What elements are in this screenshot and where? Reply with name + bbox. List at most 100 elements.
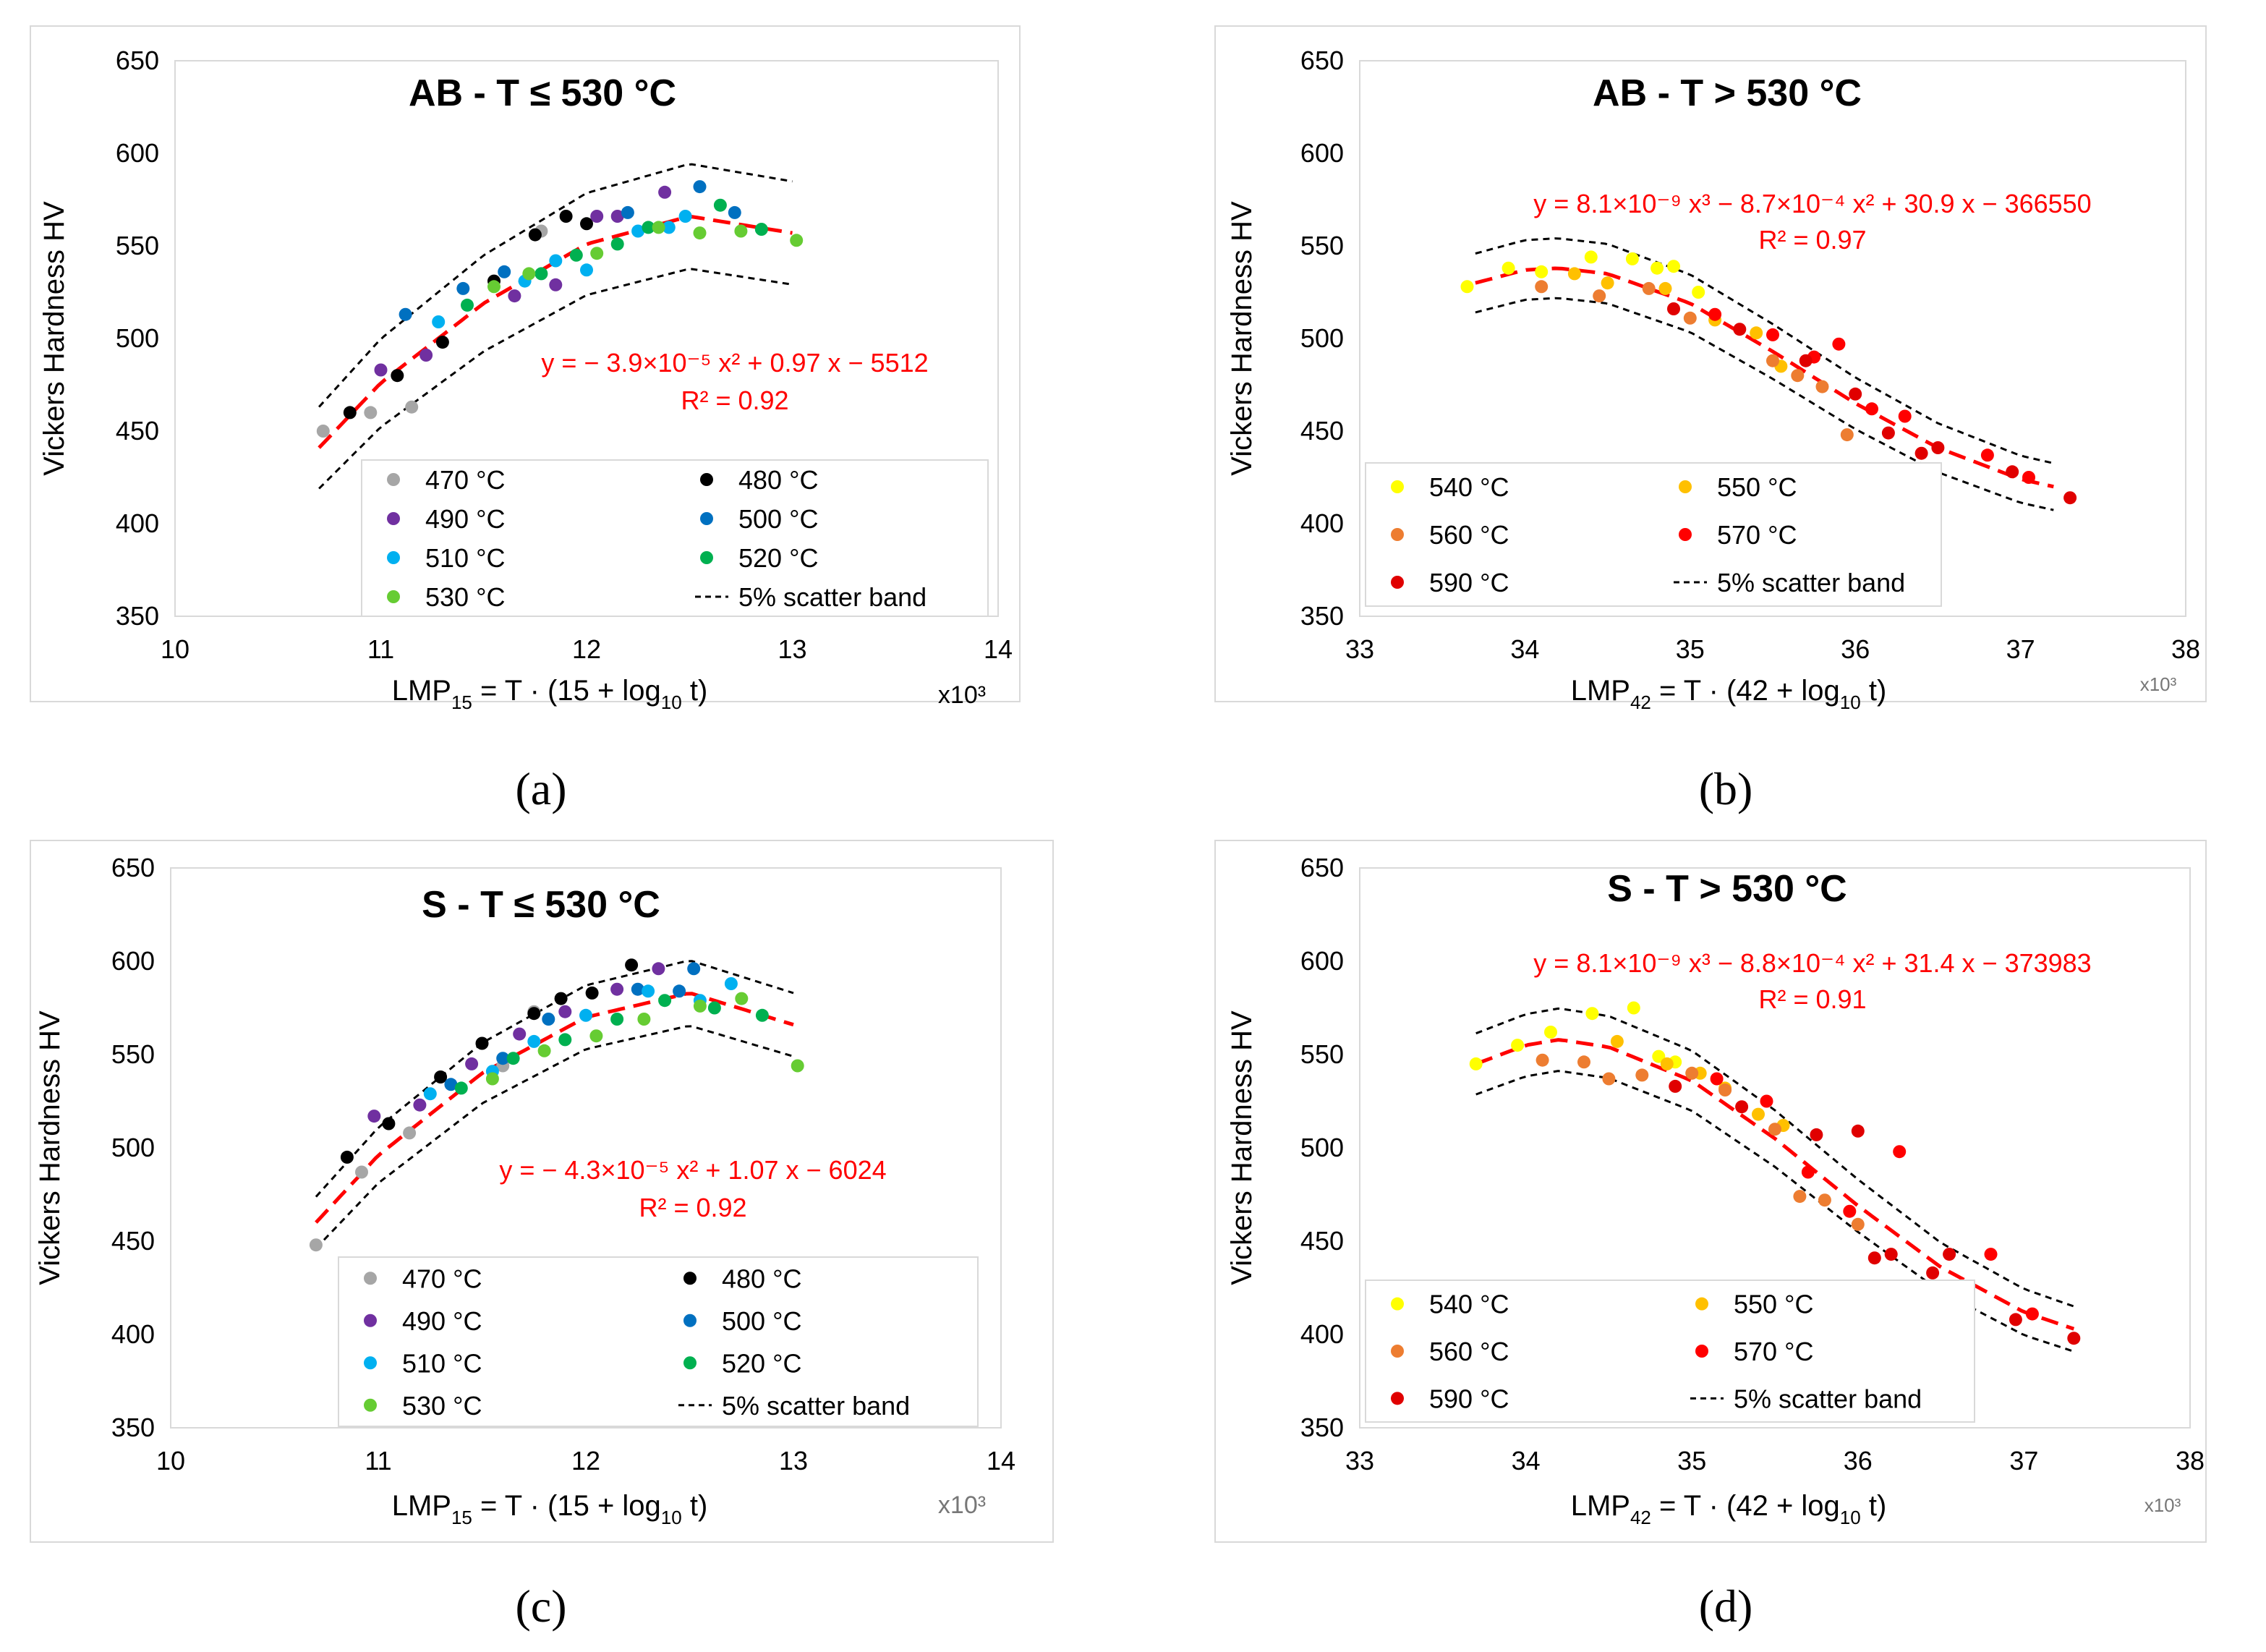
- data-point-510-c: [423, 1087, 437, 1101]
- y-tick-label: 350: [116, 601, 159, 631]
- data-point-510-c: [579, 1008, 592, 1022]
- data-point-510-c: [662, 221, 676, 234]
- panel-caption: (d): [1699, 1580, 1753, 1632]
- data-point-540-c: [1625, 252, 1639, 265]
- y-tick-label: 650: [1300, 853, 1344, 882]
- data-point-530-c: [791, 1059, 804, 1073]
- y-tick-label: 350: [1300, 1413, 1344, 1442]
- legend-swatch-480-c: [700, 473, 713, 486]
- data-point-550-c: [1752, 1107, 1765, 1121]
- legend-label: 480 °C: [722, 1264, 801, 1293]
- y-tick-label: 350: [1300, 601, 1344, 631]
- data-point-480-c: [435, 336, 449, 349]
- data-point-480-c: [580, 217, 593, 231]
- y-tick-label: 400: [1300, 508, 1344, 538]
- data-point-560-c: [1683, 311, 1697, 325]
- data-point-560-c: [1818, 1193, 1831, 1207]
- legend-label: 500 °C: [722, 1306, 801, 1336]
- legend-label: 570 °C: [1734, 1337, 1813, 1366]
- data-point-540-c: [1667, 260, 1680, 273]
- y-tick-label: 500: [111, 1133, 155, 1162]
- data-point-570-c: [1708, 307, 1722, 321]
- y-axis-label: Vickers Hardness HV: [34, 1010, 66, 1285]
- data-point-560-c: [1685, 1066, 1699, 1080]
- data-point-570-c: [2022, 471, 2035, 484]
- legend-label: 470 °C: [402, 1264, 482, 1293]
- legend-swatch-510-c: [364, 1356, 377, 1370]
- legend-label: 5% scatter band: [738, 582, 927, 612]
- data-point-480-c: [527, 1007, 541, 1021]
- data-point-590-c: [1867, 1251, 1881, 1265]
- legend-label: 5% scatter band: [1734, 1384, 1922, 1413]
- data-point-560-c: [1577, 1055, 1590, 1069]
- data-point-500-c: [687, 962, 701, 976]
- data-point-490-c: [374, 363, 388, 377]
- data-point-590-c: [1931, 441, 1945, 454]
- y-tick-label: 650: [116, 46, 159, 75]
- data-point-530-c: [735, 992, 749, 1005]
- legend-swatch-520-c: [700, 551, 713, 564]
- panel-caption: (c): [515, 1580, 566, 1632]
- data-point-560-c: [1593, 289, 1606, 303]
- data-point-530-c: [734, 224, 748, 238]
- x-tick-label: 34: [1512, 1446, 1541, 1476]
- data-point-570-c: [2025, 1307, 2039, 1321]
- data-point-500-c: [621, 205, 634, 219]
- data-point-530-c: [485, 1072, 499, 1086]
- x-axis-label: LMP15 = T · (15 + log10 t): [392, 1490, 708, 1528]
- y-tick-label: 500: [1300, 323, 1344, 353]
- data-point-530-c: [693, 999, 707, 1013]
- scatter-band-lower: [315, 1025, 794, 1249]
- data-point-480-c: [559, 210, 573, 223]
- data-point-500-c: [728, 205, 741, 219]
- data-point-570-c: [1893, 1145, 1907, 1159]
- data-point-570-c: [1898, 409, 1912, 423]
- data-point-540-c: [1692, 286, 1705, 299]
- data-point-590-c: [1849, 387, 1862, 401]
- legend-label: 550 °C: [1717, 472, 1797, 502]
- data-point-530-c: [590, 247, 604, 260]
- legend-swatch-550-c: [1679, 480, 1692, 493]
- data-point-540-c: [1460, 280, 1474, 294]
- y-tick-label: 650: [1300, 46, 1344, 75]
- legend-label: 490 °C: [425, 504, 505, 534]
- data-point-500-c: [673, 984, 686, 998]
- data-point-480-c: [343, 406, 357, 420]
- data-point-530-c: [522, 267, 536, 281]
- data-point-500-c: [498, 265, 511, 278]
- data-point-500-c: [693, 180, 707, 194]
- legend-swatch-500-c: [700, 512, 713, 525]
- data-point-480-c: [475, 1036, 489, 1050]
- data-point-590-c: [2006, 465, 2019, 479]
- data-point-560-c: [1851, 1217, 1865, 1231]
- data-point-470-c: [355, 1165, 368, 1179]
- data-point-590-c: [1881, 426, 1895, 440]
- fit-equation: y = − 4.3×10⁻⁵ x² + 1.07 x − 6024: [499, 1155, 886, 1185]
- data-point-590-c: [2063, 491, 2077, 505]
- y-tick-label: 600: [1300, 946, 1344, 976]
- data-point-510-c: [432, 315, 446, 328]
- legend-swatch-540-c: [1391, 1297, 1404, 1311]
- data-point-590-c: [1669, 1079, 1682, 1093]
- data-point-520-c: [558, 1033, 572, 1047]
- y-tick-label: 450: [116, 416, 159, 446]
- data-point-480-c: [625, 958, 639, 972]
- y-tick-label: 550: [111, 1039, 155, 1069]
- legend-label: 540 °C: [1429, 1290, 1509, 1319]
- data-point-590-c: [1851, 1124, 1865, 1138]
- chart-title: AB - T > 530 °C: [1593, 72, 1862, 114]
- x-tick-label: 38: [2176, 1446, 2205, 1476]
- y-tick-label: 400: [116, 508, 159, 538]
- legend-swatch-540-c: [1391, 480, 1404, 493]
- x-tick-label: 11: [367, 634, 394, 664]
- x-axis-label: LMP42 = T · (42 + log10 t): [1571, 675, 1887, 713]
- plot-area: [1359, 867, 2191, 1429]
- data-point-520-c: [754, 223, 768, 236]
- legend-label: 510 °C: [425, 543, 505, 573]
- data-point-490-c: [513, 1027, 527, 1041]
- data-point-570-c: [1843, 1204, 1857, 1218]
- data-point-570-c: [1710, 1072, 1724, 1086]
- legend-label: 520 °C: [722, 1348, 801, 1378]
- data-point-570-c: [1760, 1094, 1773, 1108]
- y-tick-label: 600: [1300, 138, 1344, 168]
